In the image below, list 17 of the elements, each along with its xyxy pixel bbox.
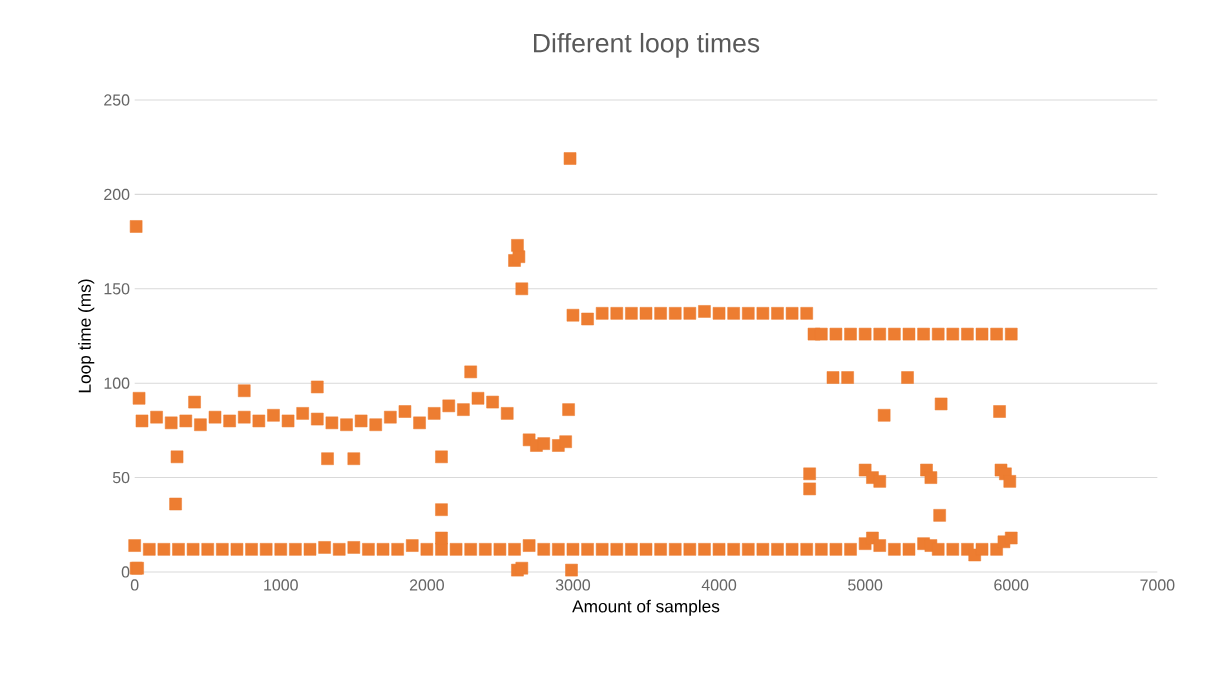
x-tick-label: 0 xyxy=(130,579,139,591)
y-tick-label: 50 xyxy=(112,472,130,484)
x-tick-label: 6000 xyxy=(994,579,1029,591)
x-tick-label: 3000 xyxy=(555,579,591,591)
x-tick-label: 1000 xyxy=(264,579,298,591)
y-tick-label: 150 xyxy=(104,283,130,295)
x-tick-label: 5000 xyxy=(848,579,883,591)
y-axis-title: Loop time (ms) xyxy=(78,279,95,393)
x-axis-title: Amount of samples xyxy=(572,599,720,617)
y-tick-label: 200 xyxy=(104,188,130,201)
x-tick-label: 4000 xyxy=(701,579,737,591)
y-tick-label: 250 xyxy=(104,94,130,106)
x-tick-label: 7000 xyxy=(1140,579,1175,591)
y-tick-label: 0 xyxy=(121,566,130,578)
x-tick-label: 2000 xyxy=(409,579,444,591)
chart-title: Different loop times xyxy=(534,33,760,58)
y-tick-label: 100 xyxy=(104,377,130,389)
